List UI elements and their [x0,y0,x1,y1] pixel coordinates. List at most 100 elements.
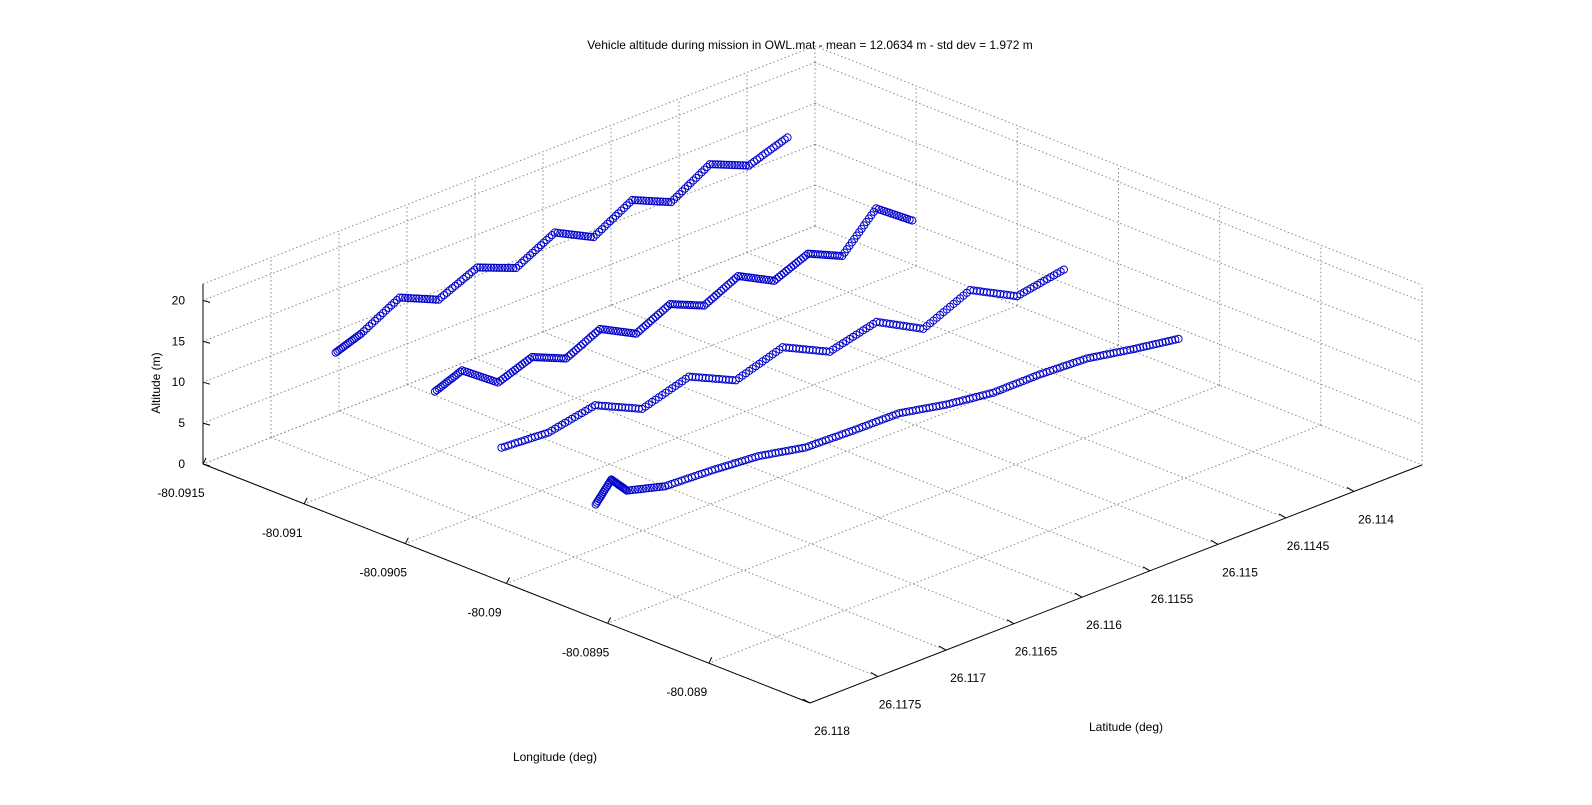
data-point [787,263,796,272]
data-point [534,243,543,252]
data-point [497,443,506,452]
data-point [724,280,733,289]
data-point [430,387,439,396]
data-point [428,295,437,304]
data-point [736,161,745,170]
data-point [501,373,510,382]
data-point [633,196,643,205]
data-point [412,294,421,303]
data-point [571,346,580,355]
data-point [700,165,709,174]
data-point [622,201,631,210]
x-tick-mark [404,537,409,544]
data-point [576,341,585,350]
data-point [651,312,660,321]
data-point [767,276,776,285]
data-point [609,477,618,486]
grid-line [814,225,1423,466]
data-point [367,319,377,328]
data-point [639,484,648,493]
data-point [473,263,482,272]
data-point [664,481,673,490]
data-markers [331,133,1183,509]
data-point [649,314,658,323]
data-point [492,263,501,272]
data-point [664,197,673,207]
data-point [498,263,507,272]
data-point [772,274,781,283]
data-point [431,295,440,304]
data-point [766,145,775,154]
data-point [1158,338,1167,347]
data-point [591,500,600,509]
x-tick-label: -80.089 [666,685,707,699]
data-point [453,279,462,288]
data-point [761,149,770,158]
data-point [553,228,562,237]
data-point [579,339,588,348]
data-point [498,374,508,383]
data-point [628,195,637,205]
data-point [736,272,745,281]
data-point [655,482,664,491]
y-tick-label: 26.116 [1086,618,1122,632]
data-point [634,327,643,336]
data-point [1029,372,1038,382]
data-point [709,293,719,302]
data-point [796,255,806,264]
data-point [550,228,559,237]
data-point [639,323,648,332]
data-point [586,333,595,342]
data-point [683,181,692,190]
data-point [520,256,529,265]
data-point [757,275,766,284]
y-tick-mark [1278,513,1287,519]
data-point [669,195,679,204]
data-point [464,270,473,279]
y-tick-label: 26.118 [814,724,850,738]
data-point [603,219,612,228]
data-point [707,295,716,304]
y-axis-label: Latitude (deg) [1089,720,1163,734]
data-point [525,251,535,260]
data-point [478,263,487,272]
data-point [591,329,600,338]
data-point [705,160,715,169]
data-point [712,291,721,300]
z-tick-mark [202,340,211,344]
grid-line [814,184,1423,425]
data-point [523,356,532,365]
grid-line [338,410,947,651]
grid-line [406,384,1015,625]
data-point [625,486,634,495]
data-point [686,179,695,188]
data-point [398,293,407,302]
data-point [726,278,736,287]
data-point [475,263,485,272]
data-point [592,230,601,239]
data-point [564,230,573,239]
data-point [376,311,385,320]
data-point [719,160,728,169]
data-point [739,272,748,281]
grid-line [303,265,917,505]
x-tick-label: -80.0905 [360,566,408,580]
data-point [406,294,415,303]
data-point [633,485,642,494]
data-point [639,196,648,205]
data-point [666,300,675,309]
data-point [395,293,404,302]
grid-line [607,384,1220,624]
data-point [802,345,811,354]
z-tick-label: 0 [178,457,185,471]
data-point [642,196,651,205]
grid-line [202,143,816,383]
data-point [769,143,778,152]
data-point [636,196,645,205]
data-point [531,246,540,255]
data-point [632,329,641,338]
data-point [506,263,515,272]
data-point [583,335,593,344]
data-point [1161,337,1170,346]
